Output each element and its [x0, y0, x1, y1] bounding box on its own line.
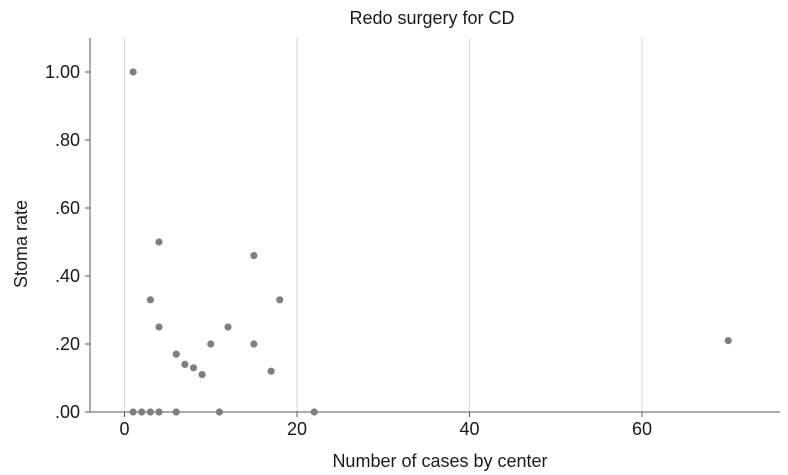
- data-point: [155, 323, 163, 331]
- data-point: [172, 350, 180, 358]
- y-tick-label: .20: [55, 334, 80, 354]
- chart-title: Redo surgery for CD: [349, 8, 514, 28]
- x-tick-label: 0: [119, 419, 129, 439]
- y-axis-ticks: .00 .20 .40 .60 .80 1.00: [45, 62, 90, 422]
- data-point: [146, 408, 154, 416]
- data-point: [129, 408, 137, 416]
- data-point: [198, 371, 206, 379]
- x-tick-label: 60: [632, 419, 652, 439]
- data-point: [267, 367, 275, 375]
- data-point: [207, 340, 215, 348]
- data-point: [129, 68, 137, 76]
- data-point: [146, 296, 154, 304]
- data-point: [250, 340, 258, 348]
- data-point: [310, 408, 318, 416]
- y-axis-label: Stoma rate: [11, 200, 31, 288]
- y-tick-label: .80: [55, 130, 80, 150]
- data-point: [155, 238, 163, 246]
- data-point: [250, 252, 258, 260]
- data-point: [181, 360, 189, 368]
- data-point: [138, 408, 146, 416]
- data-point: [224, 323, 232, 331]
- x-tick-label: 20: [287, 419, 307, 439]
- data-points: [129, 68, 732, 416]
- y-tick-label: .60: [55, 198, 80, 218]
- y-tick-label: .00: [55, 402, 80, 422]
- x-axis-label: Number of cases by center: [332, 451, 547, 471]
- data-point: [724, 337, 732, 345]
- x-tick-label: 40: [459, 419, 479, 439]
- data-point: [172, 408, 180, 416]
- data-point: [155, 408, 163, 416]
- x-axis-ticks: 0 20 40 60: [119, 412, 652, 439]
- y-tick-label: .40: [55, 266, 80, 286]
- data-point: [276, 296, 284, 304]
- data-point: [215, 408, 223, 416]
- grid-lines: [124, 38, 643, 412]
- y-tick-label: 1.00: [45, 62, 80, 82]
- data-point: [189, 364, 198, 372]
